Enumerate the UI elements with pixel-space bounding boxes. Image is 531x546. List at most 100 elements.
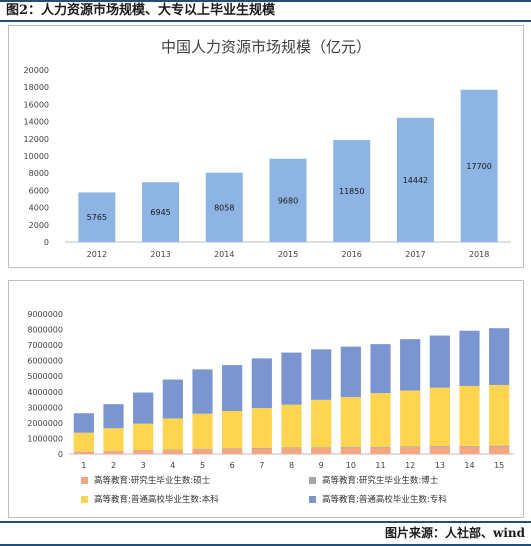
legend-swatch bbox=[81, 476, 88, 484]
stacked-bar-segment bbox=[281, 352, 302, 405]
bar bbox=[333, 140, 371, 242]
y-tick-label: 0 bbox=[44, 238, 49, 247]
graduates-chart-panel: 0 1000000 2000000 3000000 4000000 5000000 6000… bbox=[8, 280, 524, 518]
stacked-bar-segment bbox=[459, 446, 480, 454]
stacked-bar-segment bbox=[222, 449, 243, 454]
x-tick-label: 14 bbox=[464, 461, 474, 470]
data-label: 11850 bbox=[339, 187, 364, 196]
legend-item: 高等教育:研究生毕业生数:硕士 bbox=[81, 474, 210, 486]
y-tick-label: 12000 bbox=[24, 135, 49, 144]
stacked-bar-segment bbox=[103, 451, 124, 454]
stacked-bar-segment bbox=[103, 428, 124, 451]
stacked-bar-segment bbox=[251, 448, 272, 454]
x-tick-label: 1 bbox=[81, 461, 86, 470]
market-size-bar-chart: 中国人力资源市场规模（亿元） 0 2000 4000 6000 8000 10000 1200… bbox=[24, 38, 511, 259]
stacked-bar-segment bbox=[281, 404, 302, 448]
y-tick-label: 4000 bbox=[29, 204, 49, 213]
stacked-bar-segment bbox=[162, 450, 183, 454]
stacked-bar-segment bbox=[281, 448, 302, 454]
stacked-bar-segment bbox=[281, 447, 302, 449]
stacked-bar-segment bbox=[251, 358, 272, 409]
stacked-bar-segment bbox=[311, 448, 332, 454]
stacked-bar-segment bbox=[489, 446, 510, 454]
stacked-bar-segment bbox=[162, 418, 183, 450]
x-tick-label: 2 bbox=[111, 461, 116, 470]
y-tick-label: 3000000 bbox=[27, 403, 63, 412]
x-tick-label: 5 bbox=[200, 461, 205, 470]
y-tick-label: 2000000 bbox=[27, 419, 63, 428]
x-tick-label: 2017 bbox=[405, 250, 425, 259]
stacked-bar-segment bbox=[429, 335, 450, 388]
chart-title: 中国人力资源市场规模（亿元） bbox=[161, 38, 371, 56]
data-label: 6945 bbox=[150, 208, 170, 217]
x-tick-label: 8 bbox=[289, 461, 294, 470]
y-tick-label: 18000 bbox=[24, 83, 49, 92]
y-tick-label: 1000000 bbox=[27, 434, 63, 443]
stacked-bar-segment bbox=[340, 397, 361, 447]
stacked-bar-segment bbox=[489, 384, 510, 446]
legend-item: 高等教育:普通高校毕业生数:专科 bbox=[309, 493, 447, 505]
stacked-bar-segment bbox=[429, 446, 450, 454]
stacked-bar-segment bbox=[251, 408, 272, 448]
stacked-bar-segment bbox=[340, 447, 361, 454]
stacked-bar-segment bbox=[311, 447, 332, 449]
stacked-bar-segment bbox=[340, 446, 361, 448]
stacked-bar-segment bbox=[133, 450, 154, 454]
stacked-bar-segment bbox=[73, 451, 94, 454]
graduates-stacked-bar-chart: 0 1000000 2000000 3000000 4000000 5000000 6000… bbox=[27, 310, 514, 470]
x-tick-label: 12 bbox=[405, 461, 415, 470]
stacked-bar-segment bbox=[370, 447, 391, 454]
stacked-bar-segment bbox=[400, 446, 421, 448]
x-tick-label: 2013 bbox=[150, 250, 170, 259]
stacked-bar-segment bbox=[429, 445, 450, 447]
stacked-bar-segment bbox=[192, 448, 213, 450]
x-tick-label: 2014 bbox=[214, 250, 234, 259]
data-label: 8058 bbox=[214, 203, 234, 212]
stacked-bar-segment bbox=[459, 385, 480, 446]
stacked-bar-segment bbox=[222, 365, 243, 411]
y-tick-label: 0 bbox=[58, 450, 63, 459]
x-tick-label: 9 bbox=[319, 461, 324, 470]
stacked-bar-segment bbox=[459, 445, 480, 447]
y-tick-label: 16000 bbox=[24, 100, 49, 109]
market-size-chart-panel: 中国人力资源市场规模（亿元） 0 2000 4000 6000 8000 10000 1200… bbox=[8, 25, 524, 268]
legend-item: 高等教育:研究生毕业生数:博士 bbox=[309, 474, 438, 486]
y-tick-label: 2000 bbox=[29, 221, 49, 230]
stacked-bar-segment bbox=[251, 447, 272, 449]
y-tick-label: 5000000 bbox=[27, 372, 63, 381]
stacked-bar-segment bbox=[103, 404, 124, 429]
stacked-bar-segment bbox=[73, 432, 94, 452]
y-tick-label: 9000000 bbox=[27, 310, 63, 319]
bar bbox=[78, 192, 116, 242]
x-tick-label: 15 bbox=[494, 461, 504, 470]
stacked-bar-segment bbox=[73, 413, 94, 433]
y-tick-label: 20000 bbox=[24, 66, 49, 75]
x-tick-label: 13 bbox=[435, 461, 445, 470]
bar bbox=[460, 89, 498, 242]
stacked-bar-segment bbox=[133, 392, 154, 424]
y-tick-label: 6000000 bbox=[27, 357, 63, 366]
data-label: 17700 bbox=[466, 162, 491, 171]
stacked-bar-segment bbox=[222, 448, 243, 450]
stacked-bar-segment bbox=[192, 369, 213, 414]
stacked-bar-segment bbox=[489, 445, 510, 447]
x-tick-label: 6 bbox=[230, 461, 235, 470]
stacked-bar-segment bbox=[311, 349, 332, 400]
legend-swatch bbox=[309, 495, 316, 503]
legend-swatch bbox=[81, 495, 88, 503]
x-tick-label: 4 bbox=[170, 461, 175, 470]
x-tick-label: 3 bbox=[141, 461, 146, 470]
legend-label: 高等教育:普通高校毕业生数:专科 bbox=[322, 495, 447, 505]
data-label: 9680 bbox=[278, 196, 298, 205]
legend-swatch bbox=[309, 476, 316, 484]
bar bbox=[205, 172, 243, 242]
stacked-bar-segment bbox=[162, 449, 183, 451]
x-tick-label: 7 bbox=[259, 461, 264, 470]
stacked-bar-segment bbox=[370, 344, 391, 394]
y-tick-label: 8000 bbox=[29, 169, 49, 178]
stacked-bar-segment bbox=[400, 390, 421, 447]
legend-label: 高等教育:研究生毕业生数:博士 bbox=[322, 476, 439, 486]
stacked-bar-segment bbox=[459, 330, 480, 386]
x-tick-label: 2018 bbox=[469, 250, 489, 259]
figure-title: 图2：人力资源市场规模、大专以上毕业生规模 bbox=[0, 0, 531, 22]
